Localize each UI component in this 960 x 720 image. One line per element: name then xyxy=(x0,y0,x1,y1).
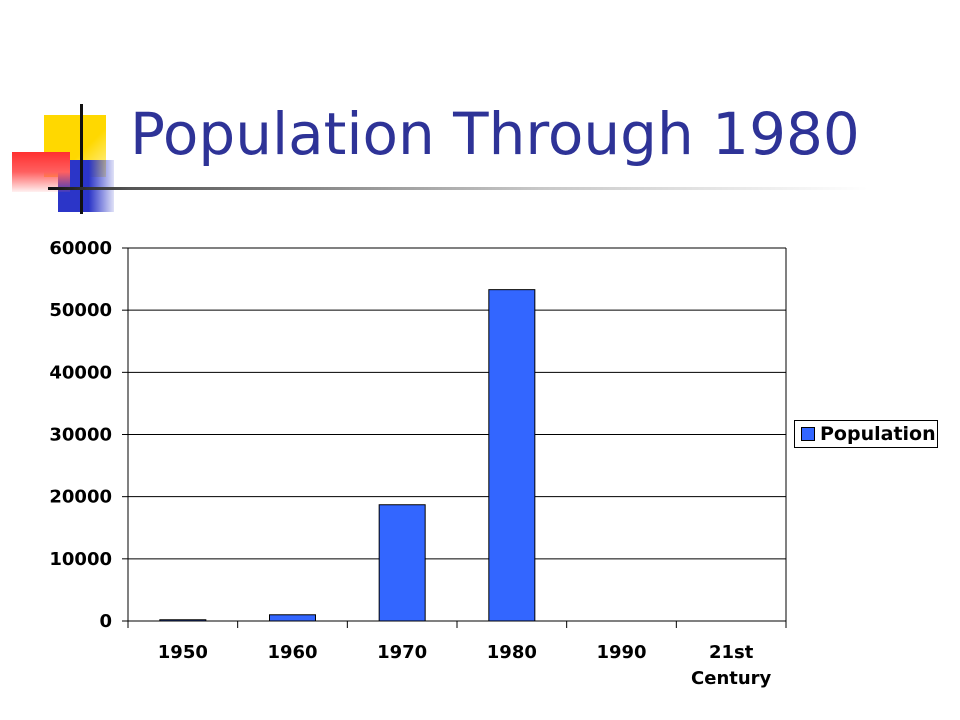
x-tick-label: 1990 xyxy=(596,642,646,663)
y-tick-label: 30000 xyxy=(49,425,112,446)
decorative-red-square xyxy=(12,152,70,192)
title-underline xyxy=(48,187,868,190)
slide-title: Population Through 1980 xyxy=(130,100,860,168)
x-tick-label: 1960 xyxy=(267,642,317,663)
y-tick-label: 20000 xyxy=(49,487,112,508)
x-tick-label: 1970 xyxy=(377,642,427,663)
chart-legend: Population xyxy=(794,420,938,448)
bar-1960 xyxy=(269,614,316,622)
x-tick-label: 1980 xyxy=(487,642,537,663)
x-tick-label: 21st xyxy=(709,642,754,663)
y-tick-label: 0 xyxy=(99,611,112,632)
legend-swatch-population xyxy=(801,427,815,441)
y-tick-label: 50000 xyxy=(49,300,112,321)
legend-label-population: Population xyxy=(820,423,936,445)
x-tick-label: 1950 xyxy=(158,642,208,663)
decorative-vertical-line xyxy=(80,104,83,214)
bar-1980 xyxy=(488,289,536,622)
y-tick-label: 40000 xyxy=(49,362,112,383)
y-tick-label: 10000 xyxy=(49,549,112,570)
bar-1950 xyxy=(159,619,207,622)
bar-1970 xyxy=(378,504,426,622)
x-tick-label: Century xyxy=(691,668,772,689)
y-tick-label: 60000 xyxy=(49,238,112,259)
